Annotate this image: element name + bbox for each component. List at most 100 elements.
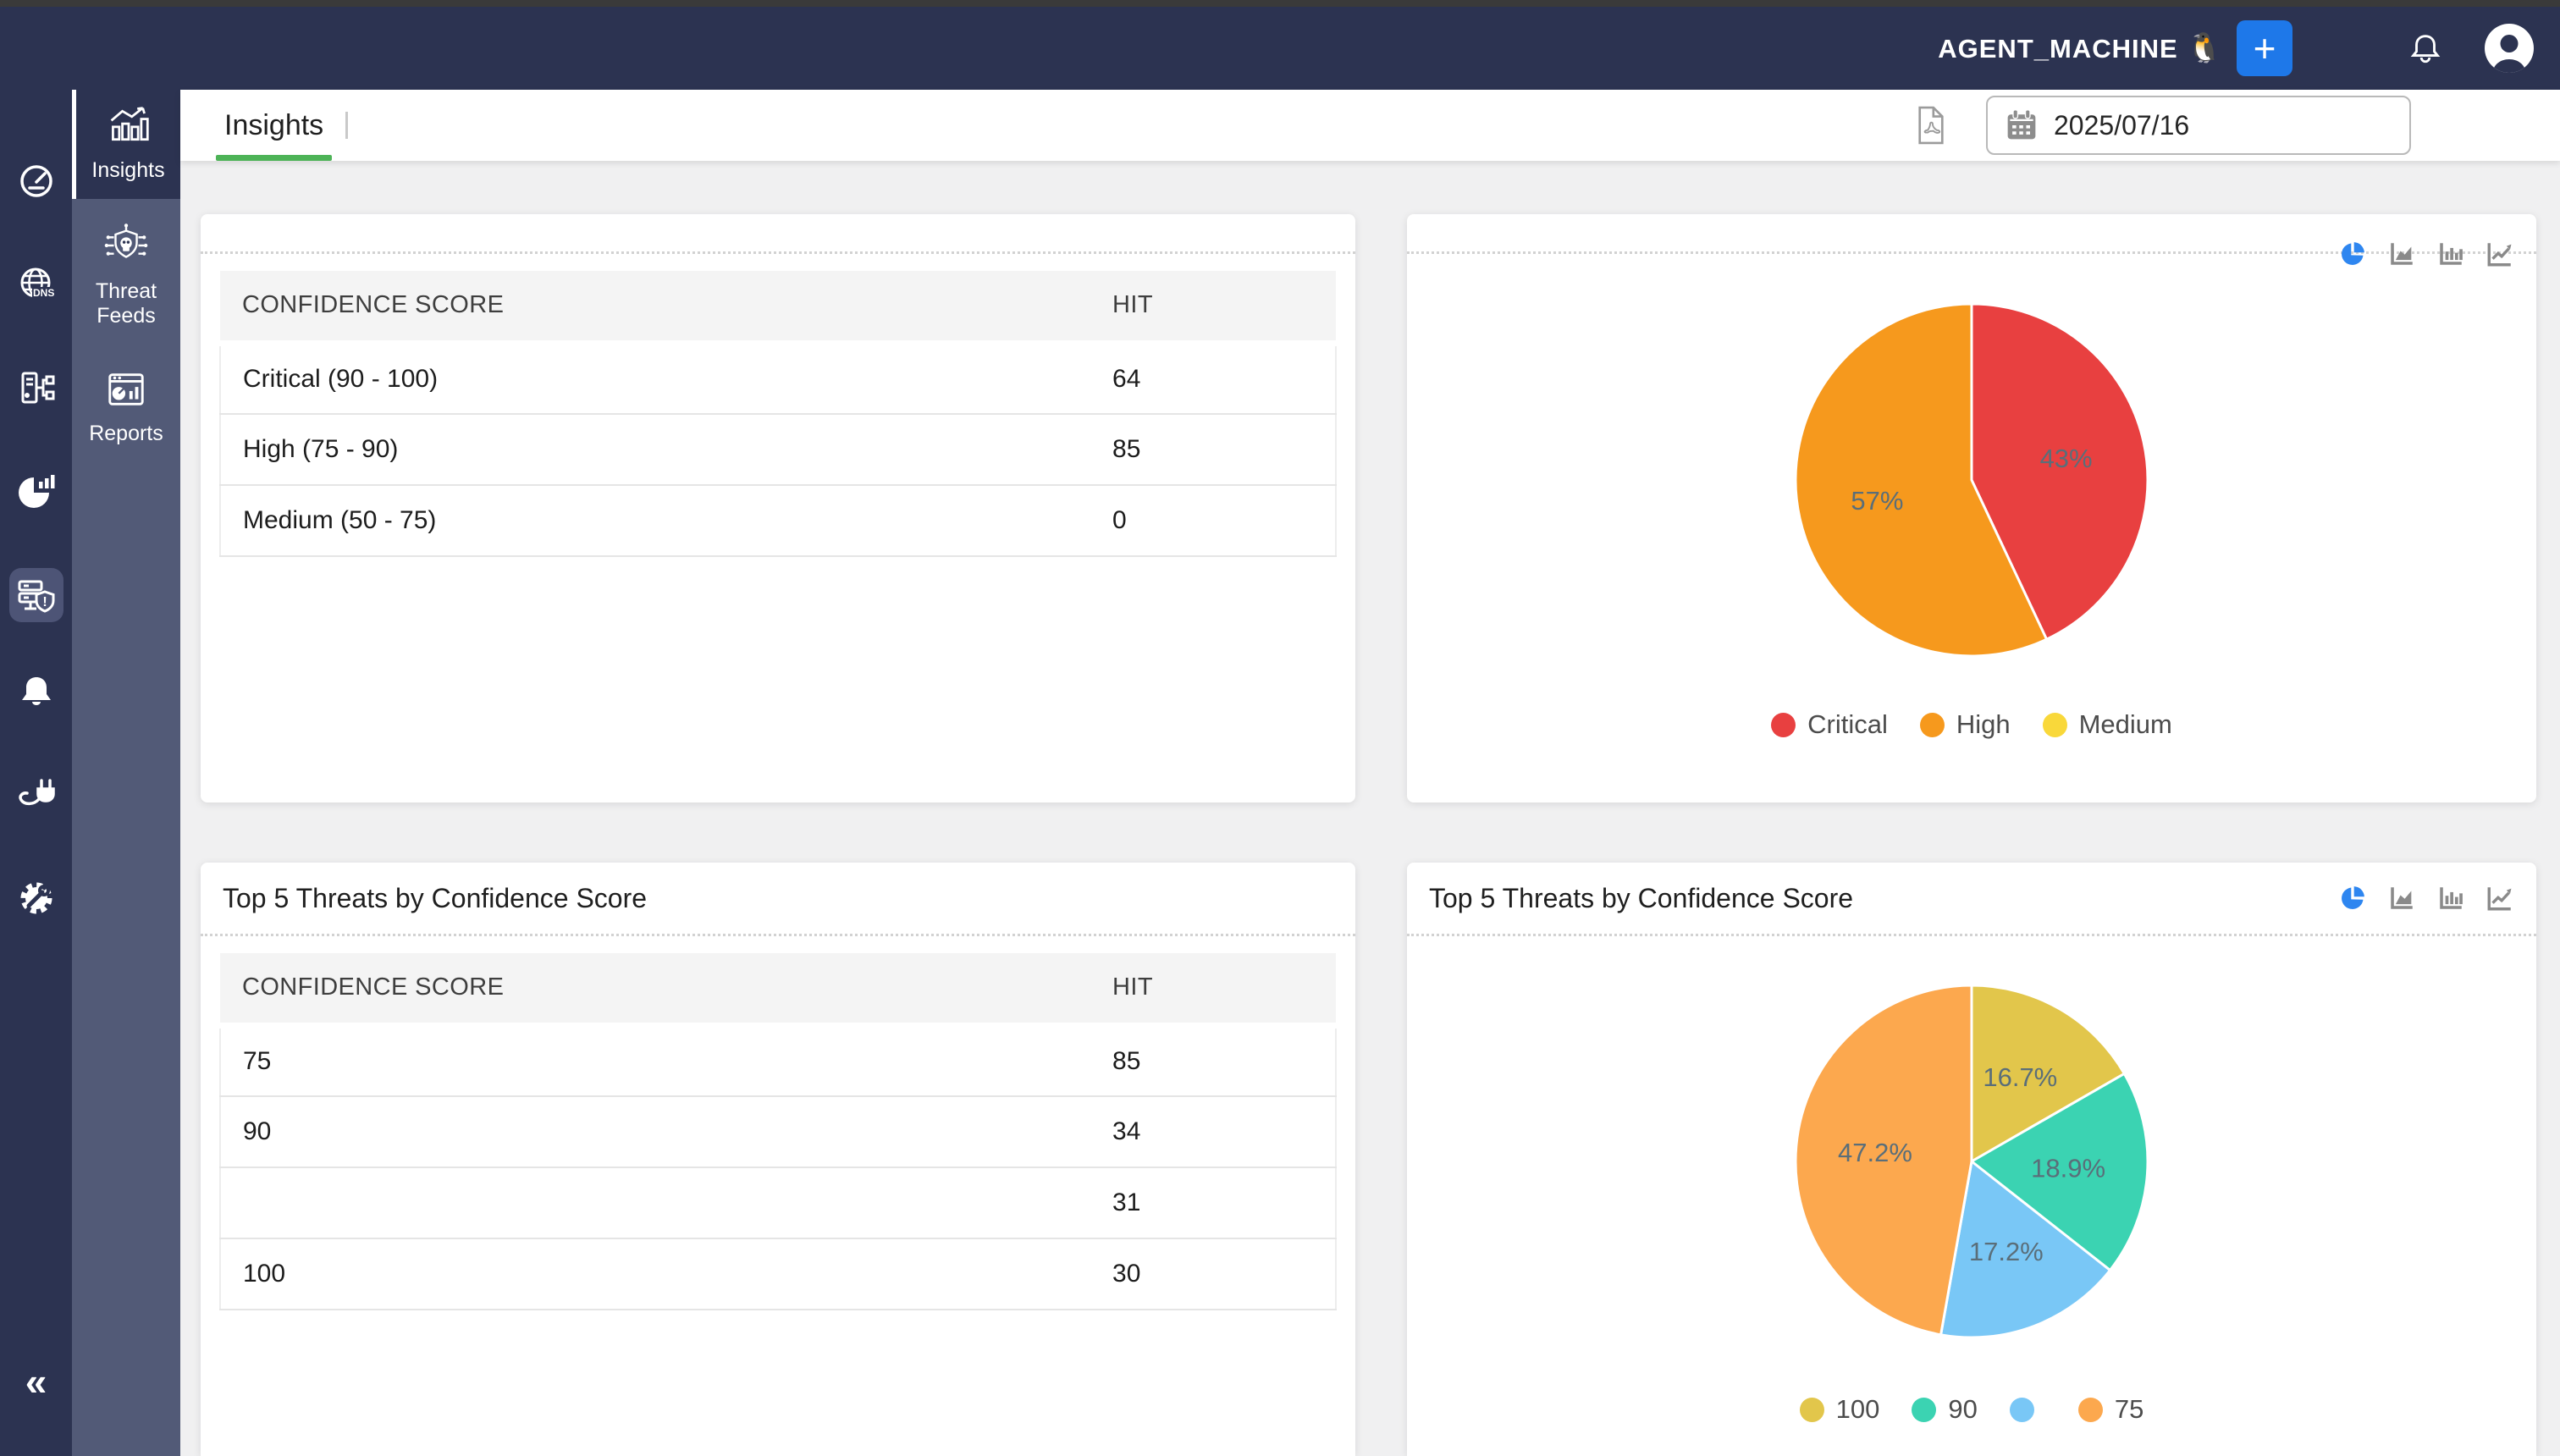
chart-type-bar-icon[interactable] <box>2436 240 2465 268</box>
export-pdf-icon[interactable] <box>1915 105 1947 146</box>
tab-insights[interactable]: Insights <box>216 90 332 161</box>
legend-label: 75 <box>2114 1394 2144 1424</box>
legend-label: 100 <box>1835 1394 1880 1424</box>
table-row: 75 85 <box>218 1025 1337 1097</box>
svg-text:DNS: DNS <box>33 287 54 299</box>
top5-threats-table-card: Top 5 Threats by Confidence Score CONFID… <box>201 863 1355 1456</box>
legend-item-100[interactable]: 100 <box>1799 1394 1880 1425</box>
top5-table: CONFIDENCE SCORE HIT 75 85 90 34 31 100 30 <box>218 953 1337 1310</box>
legend-dot <box>2042 712 2067 737</box>
confidence-score-pie-card: 43% 57% Critical High Medium <box>1407 214 2536 802</box>
selected-rail-highlight: ! <box>8 568 63 622</box>
column-header: CONFIDENCE SCORE <box>220 271 1091 346</box>
sidebar-item-threat-feeds[interactable]: Threat Feeds <box>72 209 180 345</box>
chart-type-area-icon[interactable] <box>2387 240 2416 268</box>
chart-type-area-icon[interactable] <box>2387 884 2416 913</box>
table-cell: 0 <box>1090 485 1337 557</box>
legend-dot <box>1799 1397 1824 1422</box>
machine-name-label: AGENT_MACHINE <box>1938 34 2178 63</box>
legend-item-Medium[interactable]: Medium <box>2042 709 2172 740</box>
card-header <box>1407 214 2536 267</box>
pie-slice-label: 47.2% <box>1838 1138 1912 1167</box>
legend-dot <box>2077 1397 2103 1422</box>
table-cell: Critical (90 - 100) <box>218 343 1091 415</box>
chart-type-switcher <box>2338 884 2514 913</box>
pie-slice-label: 18.9% <box>2031 1153 2105 1183</box>
table-cell: 100 <box>218 1238 1091 1310</box>
chart-type-pie-icon[interactable] <box>2338 884 2367 913</box>
settings-gear-wrench-icon[interactable] <box>0 878 72 918</box>
date-picker[interactable]: 2025/07/16 <box>1986 96 2411 155</box>
pie-slice-90 <box>1970 1072 2149 1272</box>
legend-item-90[interactable]: 90 <box>1912 1394 1978 1425</box>
table-cell: 30 <box>1090 1238 1337 1310</box>
reports-icon <box>105 368 147 415</box>
dns-globe-icon[interactable]: DNS <box>0 264 72 305</box>
pie-slice-High <box>1794 302 2049 658</box>
chart-type-pie-icon[interactable] <box>2338 240 2367 268</box>
sidebar-item-label: Reports <box>89 421 163 445</box>
chart-type-line-icon[interactable] <box>2486 884 2514 913</box>
svg-text:!: ! <box>42 595 47 609</box>
collapse-sidebar-button[interactable]: « <box>25 1359 47 1404</box>
table-cell: High (75 - 90) <box>218 414 1091 486</box>
pie-slice-75 <box>1794 984 1973 1337</box>
legend-dot <box>1919 712 1945 737</box>
secondary-sidebar: Insights Threat <box>72 90 180 1456</box>
column-header: HIT <box>1090 953 1336 1029</box>
date-value: 2025/07/16 <box>2054 109 2190 141</box>
pie-slice-label: 16.7% <box>1983 1062 2057 1092</box>
legend-item-High[interactable]: High <box>1919 709 2011 740</box>
table-row: 90 34 <box>218 1096 1337 1168</box>
card-title: Top 5 Threats by Confidence Score <box>1429 882 1854 913</box>
table-row: Critical (90 - 100) 64 <box>218 343 1337 415</box>
table-cell: 85 <box>1090 1025 1337 1097</box>
icon-rail: DNS <box>0 7 72 1456</box>
legend-label: High <box>1956 709 2011 739</box>
sidebar-item-insights[interactable]: Insights <box>72 90 180 199</box>
column-header: CONFIDENCE SCORE <box>220 953 1091 1029</box>
table-cell: 64 <box>1090 343 1337 415</box>
legend-item-75[interactable]: 75 <box>2077 1394 2144 1425</box>
confidence-pie-legend: Critical High Medium <box>1407 709 2536 740</box>
dashboard-speedometer-icon[interactable] <box>0 161 72 201</box>
sidebar-item-label: Threat Feeds <box>95 279 157 328</box>
legend-item-unlabeled[interactable] <box>2009 1397 2046 1422</box>
policies-server-tree-icon[interactable] <box>0 368 72 409</box>
alerts-bell-icon[interactable] <box>0 672 72 713</box>
top5-pie-chart: 16.7% 18.9% 17.2% 47.2% <box>1794 984 2149 1339</box>
pie-slice-label: 43% <box>2040 444 2093 473</box>
legend-label: Critical <box>1807 709 1888 739</box>
user-avatar[interactable] <box>2484 23 2535 74</box>
legend-label: Medium <box>2078 709 2172 739</box>
analytics-pie-icon[interactable] <box>0 472 72 512</box>
top-bar: AGENT_MACHINE 🐧 + <box>0 7 2560 90</box>
confidence-score-table-card: CONFIDENCE SCORE HIT Critical (90 - 100) 64… <box>201 214 1355 802</box>
table-cell: Medium (50 - 75) <box>218 485 1091 557</box>
table-cell: 31 <box>1090 1167 1337 1239</box>
dashboard-grid: CONFIDENCE SCORE HIT Critical (90 - 100) 64… <box>180 161 2560 1456</box>
chart-type-line-icon[interactable] <box>2486 240 2514 268</box>
threat-logs-server-shield-icon-selected[interactable]: ! <box>0 568 72 622</box>
pie-slice-label: 57% <box>1851 486 1903 516</box>
table-row: 100 30 <box>218 1238 1337 1310</box>
pie-slice-100 <box>1970 984 2126 1163</box>
sidebar-item-reports[interactable]: Reports <box>72 355 180 462</box>
table-cell: 85 <box>1090 414 1337 486</box>
legend-item-Critical[interactable]: Critical <box>1771 709 1888 740</box>
notifications-bell-icon[interactable] <box>2408 30 2443 66</box>
table-cell: 75 <box>218 1025 1091 1097</box>
chart-type-bar-icon[interactable] <box>2436 884 2465 913</box>
add-button[interactable]: + <box>2237 20 2292 76</box>
insights-chart-icon <box>107 103 151 152</box>
card-title: Top 5 Threats by Confidence Score <box>223 882 648 913</box>
active-tab-underline <box>216 155 332 161</box>
table-cell: 90 <box>218 1096 1091 1168</box>
top5-threats-pie-card: Top 5 Threats by Confidence Score <box>1407 863 2536 1456</box>
tab-separator <box>345 112 348 139</box>
integrations-plug-icon[interactable] <box>0 774 72 814</box>
legend-label: 90 <box>1948 1394 1978 1424</box>
card-header: Top 5 Threats by Confidence Score <box>201 863 1355 936</box>
confidence-table: CONFIDENCE SCORE HIT Critical (90 - 100) 64… <box>218 271 1337 557</box>
